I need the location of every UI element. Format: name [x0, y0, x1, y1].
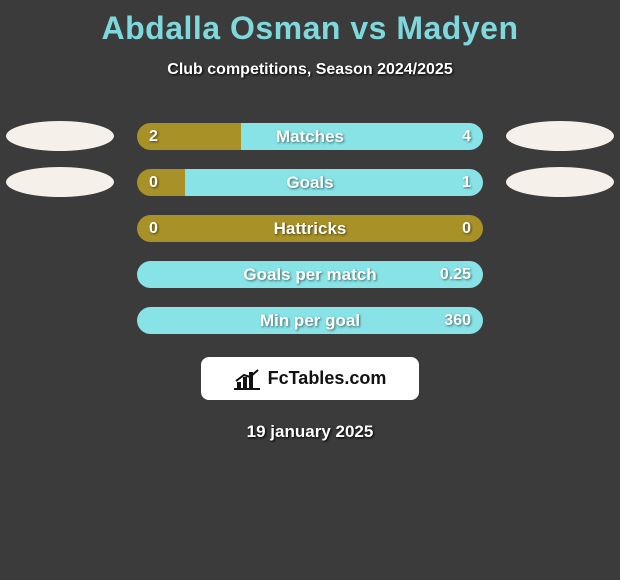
date-label: 19 january 2025	[0, 422, 620, 442]
stat-bar: 0.25Goals per match	[137, 261, 483, 288]
player-left-ellipse	[6, 121, 114, 151]
stat-label: Matches	[137, 123, 483, 150]
stat-bar: 24Matches	[137, 123, 483, 150]
player-left-ellipse	[6, 167, 114, 197]
player-right-ellipse	[506, 121, 614, 151]
brand-label: FcTables.com	[268, 368, 387, 389]
stat-row: 360Min per goal	[0, 297, 620, 343]
page-subtitle: Club competitions, Season 2024/2025	[0, 61, 620, 79]
page-title: Abdalla Osman vs Madyen	[0, 10, 620, 47]
brand-badge[interactable]: FcTables.com	[201, 357, 419, 400]
stat-row: 01Goals	[0, 159, 620, 205]
stat-row: 24Matches	[0, 113, 620, 159]
stat-label: Goals	[137, 169, 483, 196]
stats-container: 24Matches 01Goals 00Hattricks 0.25Goals per…	[0, 113, 620, 343]
stat-bar: 01Goals	[137, 169, 483, 196]
player-right-ellipse	[506, 167, 614, 197]
comparison-infographic: Abdalla Osman vs Madyen Club competition…	[0, 0, 620, 580]
stat-label: Goals per match	[137, 261, 483, 288]
stat-label: Hattricks	[137, 215, 483, 242]
stat-bar: 00Hattricks	[137, 215, 483, 242]
stat-row: 00Hattricks	[0, 205, 620, 251]
bar-chart-icon	[234, 368, 260, 390]
stat-label: Min per goal	[137, 307, 483, 334]
stat-bar: 360Min per goal	[137, 307, 483, 334]
stat-row: 0.25Goals per match	[0, 251, 620, 297]
